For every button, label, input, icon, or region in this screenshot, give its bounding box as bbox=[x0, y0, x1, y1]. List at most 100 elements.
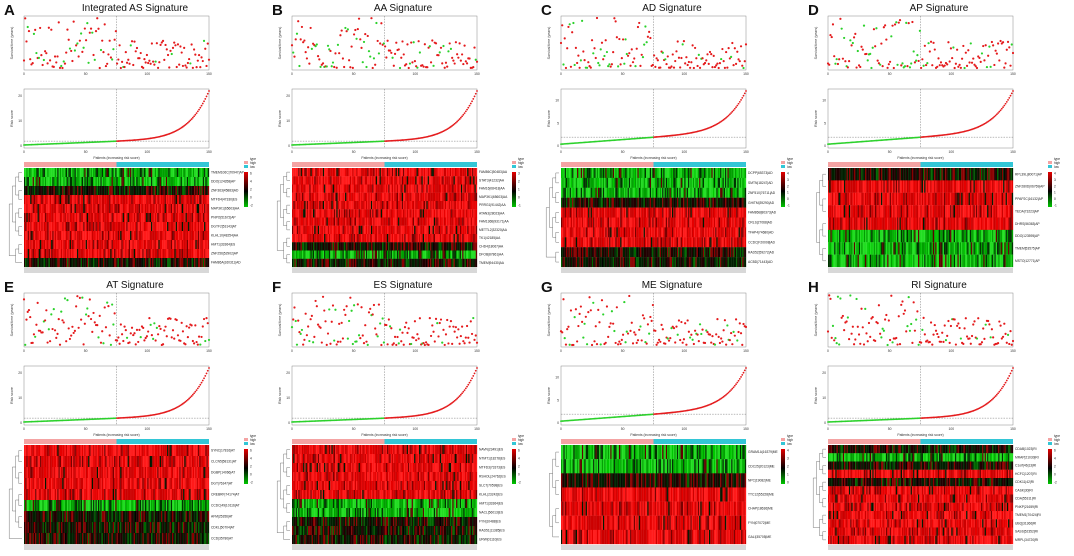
survival-xtick: 150 bbox=[743, 72, 749, 76]
heatmap-cell bbox=[80, 204, 83, 214]
heatmap-cell bbox=[416, 242, 418, 251]
heatmap-cell bbox=[100, 213, 102, 223]
heatmap-cell bbox=[400, 225, 402, 235]
heatmap-cell bbox=[426, 192, 428, 202]
heatmap-cell bbox=[69, 258, 72, 268]
heatmap-cell bbox=[463, 192, 465, 202]
survival-point bbox=[94, 30, 98, 33]
survival-point bbox=[154, 60, 157, 63]
heatmap-cell bbox=[42, 231, 44, 241]
heatmap-cell bbox=[137, 240, 139, 250]
survival-point bbox=[732, 64, 735, 67]
heatmap-cell bbox=[186, 186, 189, 196]
heatmap-cell bbox=[175, 249, 178, 259]
survival-point bbox=[56, 55, 59, 58]
heatmap-cell bbox=[88, 204, 90, 214]
heatmap-cell bbox=[100, 168, 102, 178]
heatmap-cell bbox=[299, 217, 301, 226]
heatmap-cell bbox=[585, 168, 588, 179]
survival-point bbox=[645, 41, 648, 44]
survival-point bbox=[579, 59, 582, 62]
heatmap-cell bbox=[59, 249, 62, 259]
heatmap-cell bbox=[456, 184, 458, 193]
survival-point bbox=[681, 43, 684, 46]
heatmap-cell bbox=[357, 217, 359, 226]
heatmap-cell bbox=[85, 249, 88, 259]
heatmap-cell bbox=[737, 177, 739, 188]
heatmap-cell bbox=[447, 250, 449, 259]
heatmap-cell bbox=[416, 234, 418, 243]
heatmap-cell bbox=[295, 201, 298, 210]
heatmap-cell bbox=[407, 168, 410, 177]
heatmap-cell bbox=[149, 177, 152, 187]
heatmap-cell bbox=[573, 187, 575, 198]
heatmap-cell bbox=[330, 201, 332, 210]
heatmap-cell bbox=[617, 168, 620, 179]
heatmap-cell bbox=[695, 177, 697, 188]
heatmap-cell bbox=[598, 168, 600, 179]
heatmap-cell bbox=[51, 222, 53, 232]
heatmap-cell bbox=[312, 250, 315, 259]
survival-point bbox=[375, 21, 378, 25]
heatmap-cell bbox=[348, 250, 351, 259]
heatmap-cell bbox=[388, 184, 390, 193]
heatmap-cell bbox=[398, 258, 400, 268]
heatmap-cell bbox=[63, 213, 65, 223]
heatmap-cell bbox=[594, 197, 596, 208]
heatmap-cell bbox=[463, 168, 465, 177]
heatmap-cell bbox=[375, 192, 378, 202]
heatmap-cell bbox=[114, 195, 116, 205]
heatmap-cell bbox=[32, 195, 35, 205]
heatmap-cell bbox=[152, 231, 154, 241]
heatmap-cell bbox=[389, 242, 391, 251]
survival-point bbox=[60, 64, 63, 68]
survival-point bbox=[112, 48, 115, 51]
heatmap-cell bbox=[706, 168, 708, 179]
heatmap-cell bbox=[74, 240, 76, 250]
heatmap-cell bbox=[204, 195, 206, 205]
heatmap-cell bbox=[421, 192, 423, 202]
heatmap-cell bbox=[366, 176, 368, 185]
survival-point bbox=[452, 59, 455, 62]
heatmap-cell bbox=[304, 209, 306, 218]
heatmap-cell bbox=[152, 258, 154, 268]
survival-point bbox=[695, 57, 698, 60]
heatmap-cell bbox=[320, 258, 322, 268]
survival-point bbox=[321, 62, 325, 65]
heatmap-cell bbox=[567, 187, 569, 198]
heatmap-cell bbox=[61, 195, 63, 205]
heatmap-cell bbox=[354, 201, 357, 210]
heatmap-cell bbox=[310, 209, 312, 218]
heatmap-cell bbox=[336, 258, 338, 268]
heatmap-cell bbox=[170, 186, 173, 196]
dendrogram-branch bbox=[18, 226, 22, 236]
heatmap-cell bbox=[77, 249, 79, 259]
heatmap-cell bbox=[126, 231, 128, 241]
heatmap-cell bbox=[446, 168, 448, 177]
heatmap-cell bbox=[137, 231, 139, 241]
heatmap-cell bbox=[359, 217, 362, 226]
risk-point bbox=[456, 120, 459, 123]
heatmap-cell bbox=[386, 168, 389, 177]
heatmap-cell bbox=[452, 225, 454, 235]
survival-point bbox=[152, 60, 155, 63]
heatmap-cell bbox=[454, 217, 457, 226]
survival-point bbox=[354, 28, 357, 32]
heatmap-cell bbox=[340, 234, 342, 243]
heatmap-cell bbox=[157, 249, 159, 259]
heatmap-cell bbox=[343, 217, 346, 226]
heatmap-cell bbox=[167, 186, 169, 196]
heatmap-cell bbox=[329, 217, 331, 226]
heatmap-cell bbox=[459, 225, 462, 235]
survival-point bbox=[48, 59, 52, 62]
heatmap-cell bbox=[207, 177, 210, 187]
heatmap-cell bbox=[583, 168, 585, 179]
heatmap-cell bbox=[305, 217, 307, 226]
heatmap-cell bbox=[179, 258, 181, 268]
heatmap-cell bbox=[102, 231, 105, 241]
survival-point bbox=[204, 47, 207, 50]
heatmap-cell bbox=[354, 225, 357, 235]
heatmap-cell bbox=[96, 240, 99, 250]
heatmap-cell bbox=[40, 258, 42, 268]
colorscale-tick: 0 bbox=[518, 196, 520, 200]
